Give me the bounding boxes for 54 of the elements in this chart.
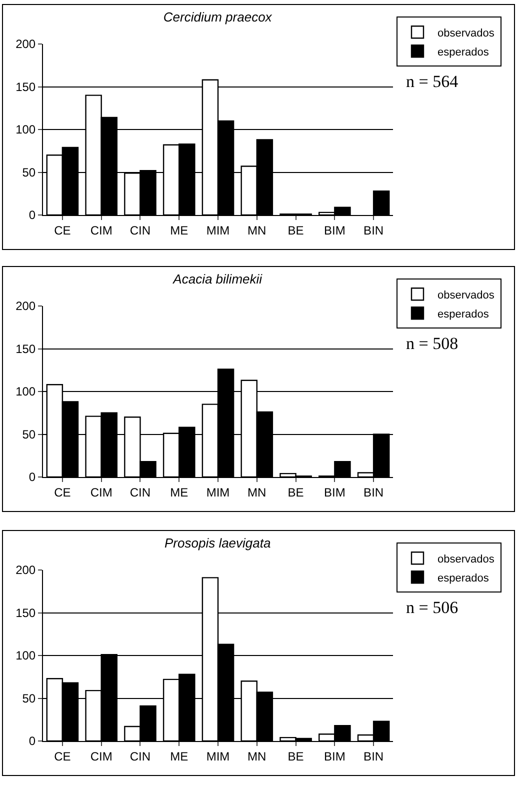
y-tick-label: 0 (28, 208, 36, 222)
x-tick-label: BIM (324, 749, 346, 764)
chart-title: Acacia bilimekii (172, 271, 264, 286)
x-tick-label: BIN (364, 223, 384, 238)
x-tick-label: MIM (206, 223, 230, 238)
y-tick-label: 0 (28, 470, 36, 484)
x-tick-label: CIM (90, 749, 112, 764)
x-tick-label: MN (248, 485, 266, 500)
x-tick-label: BIM (324, 485, 346, 500)
y-tick-label: 150 (16, 342, 36, 356)
legend-label: esperados (438, 572, 490, 584)
legend-label: observados (438, 289, 495, 302)
text: n = 564 (406, 72, 459, 91)
x-tick-label: MN (248, 749, 266, 764)
x-tick-label: MIM (206, 749, 230, 764)
y-tick-label: 100 (16, 648, 36, 663)
y-tick-label: 150 (16, 80, 36, 94)
x-tick-label: BE (288, 749, 304, 764)
y-tick-label: 100 (16, 122, 36, 137)
chart-title: Cercidium praecox (163, 9, 272, 24)
y-tick-label: 50 (22, 427, 36, 442)
legend-label: observados (438, 27, 495, 40)
text: n = 508 (406, 334, 458, 353)
x-tick-label: CIM (90, 223, 112, 238)
y-tick-label: 200 (16, 37, 36, 52)
x-tick-label: ME (170, 223, 188, 238)
y-tick-label: 50 (22, 691, 36, 706)
x-tick-label: BIN (364, 485, 384, 500)
x-tick-label: CIM (90, 485, 112, 500)
x-tick-label: CIN (130, 223, 151, 238)
legend-label: observados (438, 553, 495, 566)
y-tick-label: 100 (16, 384, 36, 399)
legend-label: esperados (438, 308, 490, 320)
y-tick-label: 0 (28, 734, 36, 748)
x-tick-label: CIN (130, 485, 151, 500)
x-tick-label: CE (54, 485, 71, 500)
text: n = 506 (406, 598, 458, 617)
x-tick-label: BIN (364, 749, 384, 764)
y-tick-label: 150 (16, 606, 36, 620)
x-tick-label: MN (248, 223, 266, 238)
y-tick-label: 200 (16, 563, 36, 578)
x-tick-label: BE (288, 485, 304, 500)
x-tick-label: ME (170, 485, 188, 500)
x-tick-label: BIM (324, 223, 346, 238)
x-tick-label: ME (170, 749, 188, 764)
y-tick-label: 50 (22, 165, 36, 180)
legend-label: esperados (438, 46, 490, 58)
x-tick-label: BE (288, 223, 304, 238)
chart-title: Prosopis laevigata (164, 535, 271, 550)
x-tick-label: CE (54, 749, 71, 764)
x-tick-label: CIN (130, 749, 151, 764)
y-tick-label: 200 (16, 299, 36, 314)
x-tick-label: MIM (206, 485, 230, 500)
x-tick-label: CE (54, 223, 71, 238)
